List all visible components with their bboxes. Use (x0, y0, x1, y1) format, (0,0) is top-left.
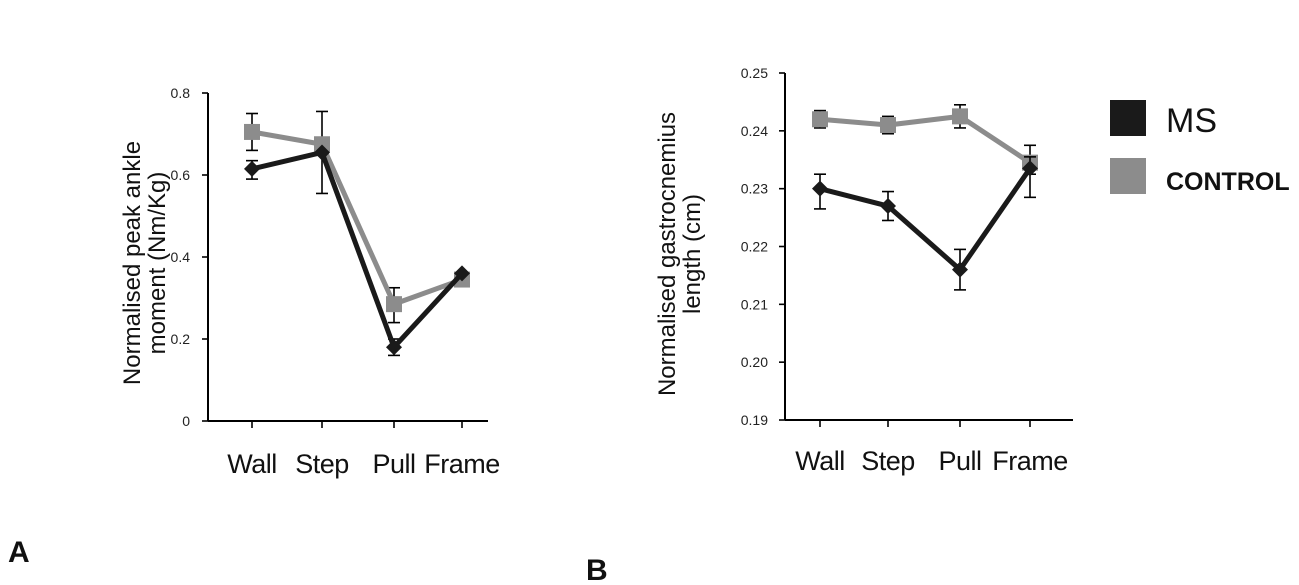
plot-area-a: 0 0.2 0.4 0.6 0.8 Wall Step Pull Frame (171, 85, 501, 479)
data-point-ms-b-step (880, 198, 896, 215)
legend-label-control: CONTROL (1166, 168, 1290, 196)
data-point-ms-a-wall (244, 160, 260, 177)
y-tick-label-b: 0.21 (741, 296, 768, 312)
y-axis-title-a-line2: moment (Nm/Kg) (144, 172, 171, 355)
series-line-ms-a (251, 149, 464, 350)
data-point-ms-b-wall (812, 180, 828, 197)
x-tick-label-b-wall: Wall (795, 446, 845, 476)
y-tick-label-b: 0.25 (741, 65, 768, 81)
chart-panel-a: Normalised peak ankle moment (Nm/Kg) 0 0.… (8, 85, 500, 569)
x-tick-label-b-pull: Pull (938, 446, 981, 476)
y-tick-label-b: 0.20 (741, 354, 768, 370)
y-tick-label-a: 0.6 (171, 167, 191, 183)
data-point-control-a-pull (386, 296, 402, 313)
data-point-control-b-step (880, 117, 896, 134)
x-tick-label-a-pull: Pull (372, 449, 415, 479)
x-tick-label-a-wall: Wall (227, 449, 277, 479)
y-tick-label-b: 0.23 (741, 181, 768, 197)
data-point-control-b-wall (812, 111, 828, 128)
data-point-control-b-pull (952, 108, 968, 125)
y-tick-label-b: 0.24 (741, 123, 768, 139)
y-tick-label-b: 0.19 (741, 412, 768, 428)
data-point-ms-a-step (314, 144, 330, 161)
y-axis-title-b: Normalised gastrocnemius length (cm) (654, 112, 706, 396)
data-point-ms-b-frame (1022, 160, 1038, 177)
legend-label-ms: MS (1166, 102, 1217, 140)
data-point-control-a-step (314, 136, 330, 153)
x-tick-label-a-frame: Frame (424, 449, 500, 479)
x-tick-label-b-frame: Frame (992, 446, 1068, 476)
legend: MS CONTROL (1110, 100, 1290, 196)
y-tick-label-a: 0.4 (171, 249, 191, 265)
data-point-ms-a-frame (454, 265, 470, 282)
y-axis-title-a: Normalised peak ankle moment (Nm/Kg) (119, 141, 171, 385)
y-tick-label-b: 0.22 (741, 239, 768, 255)
data-point-ms-a-pull (386, 339, 402, 356)
series-line-control-a (251, 129, 463, 307)
series-line-ms-b (819, 167, 1033, 273)
y-axis-title-b-line1: Normalised gastrocnemius (654, 112, 681, 396)
legend-swatch-ms (1110, 100, 1146, 136)
y-tick-label-a: 0 (182, 413, 190, 429)
y-axis-title-a-line1: Normalised peak ankle (119, 141, 146, 385)
data-point-control-a-wall (244, 123, 260, 140)
x-tick-label-b-step: Step (861, 446, 915, 476)
x-tick-label-a-step: Step (295, 449, 349, 479)
panel-label-a: A (8, 536, 30, 569)
panel-label-b: B (586, 554, 608, 585)
data-point-ms-b-pull (952, 261, 968, 278)
y-tick-label-a: 0.2 (171, 331, 191, 347)
chart-panel-b: Normalised gastrocnemius length (cm) 0.1… (586, 65, 1073, 585)
y-tick-label-a: 0.8 (171, 85, 191, 101)
series-line-control-b (819, 113, 1032, 165)
plot-area-b: 0.19 0.20 0.21 0.22 0.23 0.24 0.25 Wall Step Pull… (741, 65, 1073, 476)
y-axis-title-b-line2: length (cm) (679, 194, 706, 314)
legend-swatch-control (1110, 158, 1146, 194)
